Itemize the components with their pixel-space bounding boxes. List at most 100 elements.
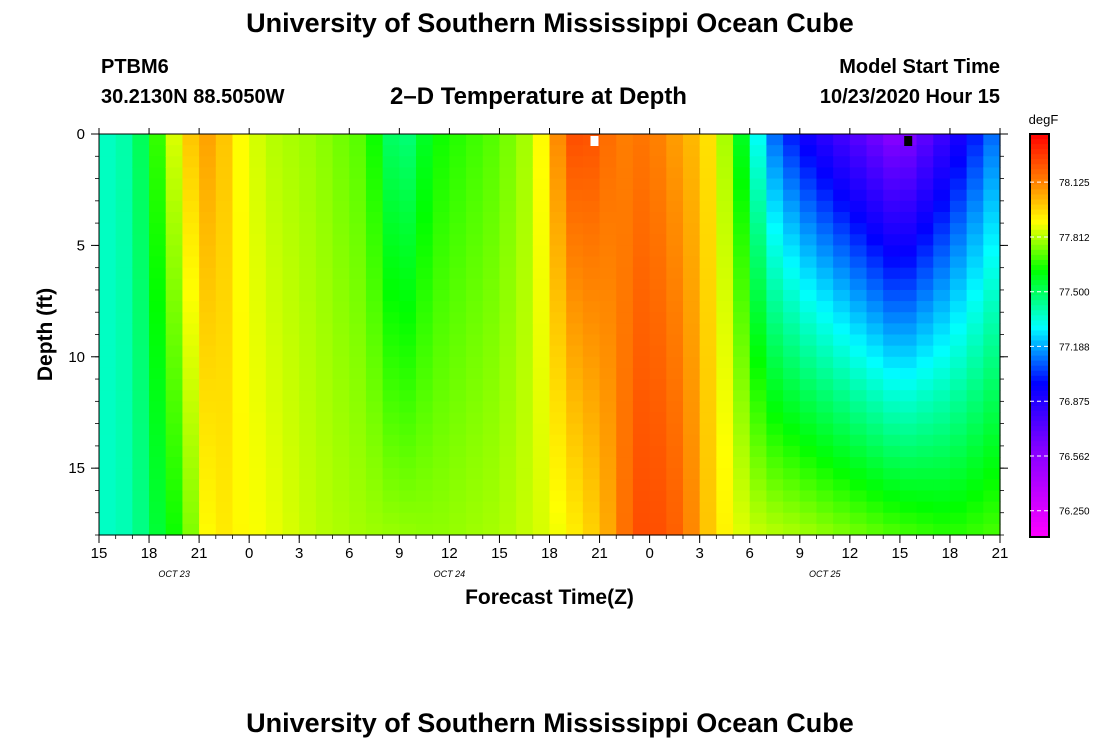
heatmap-cell: [232, 234, 250, 246]
heatmap-cell: [866, 256, 884, 269]
heatmap-cell: [749, 200, 768, 213]
heatmap-cell: [332, 145, 350, 157]
heatmap-cell: [649, 301, 667, 313]
heatmap-cell: [816, 312, 834, 324]
heatmap-cell: [132, 167, 150, 180]
heatmap-cell: [282, 390, 300, 402]
heatmap-cell: [482, 134, 501, 146]
heatmap-cell: [599, 401, 617, 414]
heatmap-cell: [983, 256, 1001, 269]
heatmap-cell: [232, 156, 250, 169]
heatmap-cell: [532, 412, 551, 425]
colorbar-segment: [1030, 446, 1049, 452]
heatmap-cell: [516, 267, 534, 280]
heatmap-cell: [799, 211, 818, 224]
heatmap-cell: [666, 323, 684, 336]
heatmap-cell: [949, 512, 968, 525]
heatmap-cell: [933, 423, 951, 436]
heatmap-cell: [983, 412, 1001, 425]
heatmap-cell: [716, 223, 734, 235]
heatmap-cell: [282, 345, 300, 358]
heatmap-cell: [749, 379, 768, 391]
heatmap-cell: [232, 468, 250, 480]
heatmap-cell: [165, 200, 184, 213]
heatmap-cell: [733, 167, 751, 180]
heatmap-cell: [99, 501, 117, 514]
heatmap-cell: [599, 189, 617, 202]
heatmap-cell: [432, 490, 450, 503]
heatmap-cell: [632, 156, 651, 169]
heatmap-cell: [833, 178, 851, 191]
heatmap-cell: [299, 178, 317, 191]
heatmap-cell: [833, 278, 851, 291]
heatmap-cell: [749, 223, 768, 235]
heatmap-cell: [582, 145, 601, 157]
heatmap-cell: [466, 234, 484, 246]
heatmap-cell: [599, 345, 617, 358]
heatmap-cell: [666, 412, 684, 425]
heatmap-cell: [115, 457, 133, 469]
heatmap-cell: [582, 367, 601, 380]
heatmap-cell: [132, 345, 150, 358]
heatmap-cell: [966, 134, 984, 146]
heatmap-cell: [966, 156, 984, 169]
heatmap-cell: [215, 323, 234, 336]
heatmap-cell: [499, 134, 517, 146]
heatmap-cell: [349, 245, 367, 258]
heatmap-cell: [282, 189, 300, 202]
heatmap-cell: [849, 323, 868, 336]
heatmap-cell: [215, 289, 234, 302]
heatmap-cell: [149, 523, 167, 536]
heatmap-cell: [883, 367, 901, 380]
heatmap-cell: [299, 256, 317, 269]
heatmap-cell: [616, 267, 634, 280]
heatmap-cell: [849, 200, 868, 213]
heatmap-cell: [616, 412, 634, 425]
heatmap-cell: [182, 301, 200, 313]
heatmap-cell: [282, 312, 300, 324]
heatmap-cell: [432, 301, 450, 313]
heatmap-cell: [616, 379, 634, 391]
heatmap-cell: [716, 490, 734, 503]
heatmap-cell: [466, 490, 484, 503]
heatmap-cell: [699, 457, 717, 469]
heatmap-cell: [766, 200, 784, 213]
heatmap-cell: [666, 267, 684, 280]
heatmap-cell: [632, 356, 651, 369]
heatmap-cell: [933, 412, 951, 425]
heatmap-cell: [349, 412, 367, 425]
heatmap-cell: [949, 468, 968, 480]
heatmap-cell: [883, 523, 901, 536]
heatmap-cell: [482, 390, 501, 402]
heatmap-cell: [733, 401, 751, 414]
heatmap-cell: [816, 301, 834, 313]
heatmap-cell: [833, 167, 851, 180]
heatmap-cell: [616, 167, 634, 180]
heatmap-cell: [215, 156, 234, 169]
heatmap-cell: [632, 289, 651, 302]
heatmap-cell: [249, 267, 267, 280]
heatmap-cell: [933, 490, 951, 503]
colorbar-segment: [1030, 300, 1049, 306]
heatmap-cell: [616, 178, 634, 191]
heatmap-cell: [299, 134, 317, 146]
heatmap-cell: [616, 501, 634, 514]
heatmap-cell: [99, 267, 117, 280]
heatmap-cell: [165, 156, 184, 169]
heatmap-cell: [149, 379, 167, 391]
heatmap-cell: [833, 390, 851, 402]
main-title: University of Southern Mississippi Ocean…: [246, 8, 854, 38]
heatmap-cell: [249, 412, 267, 425]
x-tick-label: 0: [245, 545, 253, 562]
heatmap-cell: [983, 156, 1001, 169]
heatmap-cell: [199, 289, 217, 302]
heatmap-cell: [682, 289, 701, 302]
station-name: PTBM6: [101, 56, 169, 78]
heatmap-cell: [182, 445, 200, 458]
heatmap-cell: [549, 156, 567, 169]
colorbar-segment: [1030, 184, 1049, 191]
y-axis-label: Depth (ft): [34, 288, 57, 381]
heatmap-cell: [99, 423, 117, 436]
heatmap-cell: [182, 256, 200, 269]
colorbar-segment: [1030, 169, 1049, 175]
